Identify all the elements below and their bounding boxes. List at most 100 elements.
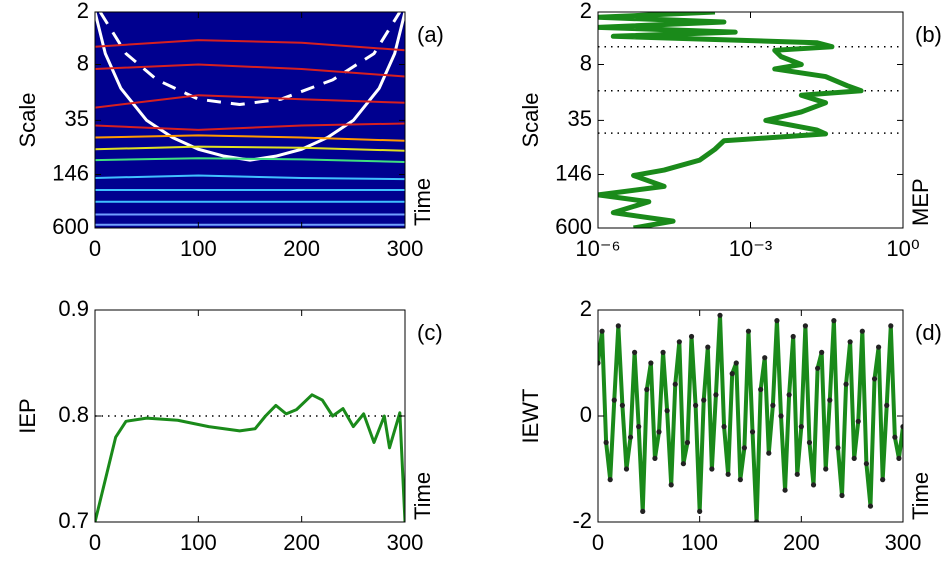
side-label: Time [410, 178, 435, 226]
data-point [709, 466, 715, 472]
data-point [815, 365, 821, 371]
data-point [762, 355, 768, 361]
series-line [95, 39, 405, 52]
panel-label: (b) [915, 22, 942, 47]
data-point [668, 482, 674, 488]
side-label: Time [410, 472, 435, 520]
data-point [876, 344, 882, 350]
series-line [98, 12, 402, 106]
y-tick-label: 0.9 [58, 296, 89, 321]
data-point [644, 386, 650, 393]
data-point [782, 487, 788, 493]
y-axis-label: IEWT [518, 389, 543, 444]
data-point [758, 386, 764, 393]
data-point [871, 376, 878, 382]
data-point [823, 466, 829, 472]
y-tick-label: 146 [52, 160, 89, 185]
y-axis-label: Scale [15, 92, 40, 147]
data-point [827, 397, 833, 403]
y-tick-label: 0 [580, 402, 592, 427]
data-point [839, 492, 845, 499]
panel-label: (c) [417, 320, 443, 345]
plot-area [95, 12, 405, 226]
x-tick-label: 100 [180, 530, 217, 555]
x-tick-label: 0 [592, 530, 604, 555]
data-point [697, 508, 703, 514]
y-tick-label: 2 [580, 0, 592, 23]
series-line [95, 63, 405, 78]
y-tick-label: 0.8 [58, 402, 89, 427]
data-point [770, 402, 776, 408]
x-tick-label: 10⁰ [886, 236, 919, 261]
y-tick-label: 8 [580, 50, 592, 75]
data-point [810, 482, 817, 488]
series-line [95, 122, 405, 131]
x-tick-label: 300 [387, 530, 424, 555]
series-line [95, 94, 405, 109]
data-point [640, 508, 646, 514]
data-point [729, 371, 735, 377]
data-point [705, 344, 711, 350]
data-point [806, 439, 813, 446]
plot-area [598, 312, 903, 522]
x-tick-label: 200 [783, 530, 820, 555]
y-tick-label: 35 [65, 106, 89, 131]
data-point [819, 349, 825, 355]
data-point [888, 323, 894, 329]
data-point [623, 466, 630, 472]
data-point [725, 471, 731, 477]
data-point [745, 328, 752, 334]
data-point [652, 455, 658, 461]
data-point [863, 461, 870, 467]
data-point [896, 455, 902, 461]
data-point [648, 360, 654, 366]
series-line [598, 12, 864, 228]
data-point [693, 402, 699, 408]
data-point [656, 429, 662, 435]
data-point [774, 318, 780, 324]
x-tick-label: 0 [89, 236, 101, 261]
series-line [598, 313, 903, 522]
data-point [900, 424, 903, 430]
data-point [688, 333, 695, 340]
data-point [867, 503, 874, 509]
x-tick-label: 10⁻⁶ [575, 236, 620, 261]
data-point [859, 328, 865, 334]
data-point [660, 349, 666, 355]
plot-area [598, 12, 903, 228]
data-point [701, 397, 707, 403]
data-point [627, 434, 634, 440]
y-tick-label: 0.7 [58, 508, 89, 533]
data-point [741, 445, 748, 451]
data-point [737, 477, 743, 483]
data-point [790, 333, 796, 340]
data-point [766, 450, 772, 456]
data-point [721, 424, 727, 430]
data-point [611, 397, 617, 403]
y-tick-label: 2 [580, 296, 592, 321]
y-tick-label: 600 [555, 214, 592, 239]
data-point [884, 402, 890, 408]
data-point [880, 477, 886, 483]
data-point [717, 312, 723, 318]
y-axis-label: Scale [518, 92, 543, 147]
series-line [95, 145, 405, 152]
x-tick-label: 200 [283, 530, 320, 555]
series-line [95, 12, 405, 162]
panel-label: (d) [915, 320, 942, 345]
series-line [95, 134, 405, 142]
panel-label: (a) [417, 22, 444, 47]
data-point [680, 461, 687, 467]
data-point [636, 424, 642, 430]
data-point [798, 424, 804, 430]
data-point [664, 408, 670, 414]
data-point [802, 323, 809, 329]
data-point [676, 339, 682, 345]
series-line [95, 157, 405, 163]
data-point [619, 402, 626, 408]
plot-area [95, 393, 405, 522]
y-tick-label: 146 [555, 160, 592, 185]
y-tick-label: 35 [568, 106, 592, 131]
axes-box [597, 11, 904, 229]
